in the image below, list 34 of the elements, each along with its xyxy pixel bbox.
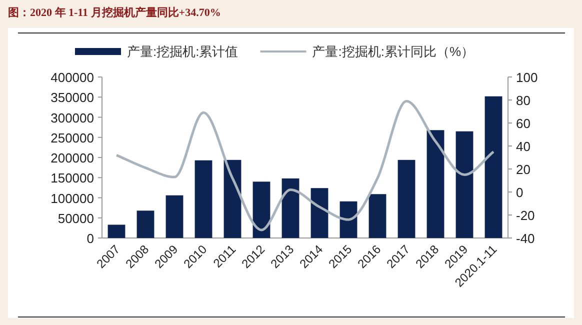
bar	[398, 160, 416, 238]
y2-tick-label: 40	[516, 139, 530, 154]
bar	[224, 160, 242, 238]
legend-label: 产量:挖掘机:累计同比（%）	[312, 44, 474, 59]
y-tick-label: 400000	[50, 70, 94, 85]
bar	[166, 195, 184, 238]
y-tick-label: 200000	[50, 150, 94, 166]
y-tick-label: 150000	[50, 170, 94, 186]
chart-title: 图：2020 年 1-11 月挖掘机产量同比+34.70%	[8, 6, 221, 19]
y2-tick-label: -20	[516, 208, 535, 223]
y-tick-label: 350000	[50, 90, 94, 106]
y2-tick-label: 0	[516, 185, 524, 200]
bar	[426, 130, 444, 238]
bar	[484, 96, 502, 238]
y-tick-label: 0	[86, 231, 94, 246]
bar	[136, 210, 154, 238]
y-tick-label: 300000	[50, 110, 94, 126]
bar	[252, 182, 270, 238]
bar	[194, 160, 212, 238]
bar	[310, 188, 328, 238]
y2-tick-label: 60	[516, 116, 530, 131]
bar	[282, 178, 300, 238]
y2-tick-label: 100	[516, 70, 538, 85]
bar	[108, 224, 126, 238]
y2-tick-label: 20	[516, 162, 530, 177]
legend-label: 产量:挖掘机:累计值	[127, 44, 238, 59]
bar	[340, 201, 358, 238]
y2-tick-label: 80	[516, 93, 530, 108]
bar	[368, 194, 386, 238]
bar	[456, 131, 474, 238]
y-tick-label: 50000	[58, 210, 94, 226]
y-tick-label: 250000	[50, 130, 94, 146]
y-tick-label: 100000	[50, 190, 94, 206]
y2-tick-label: -40	[516, 231, 535, 246]
